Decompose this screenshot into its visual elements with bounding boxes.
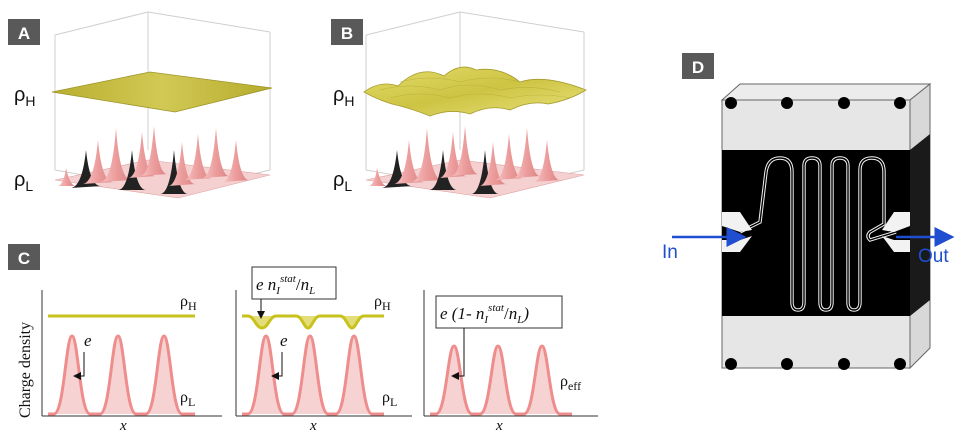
panel-c-plot-3: e (1- nIstat/nL) ρeff x (423, 290, 598, 431)
panel-a: A (8, 11, 273, 199)
panel-a-rho-l: ρL (14, 169, 33, 194)
panel-b: B (331, 11, 587, 199)
panel-c-label-bg (8, 244, 40, 270)
plot-1-rho-l-curve (48, 334, 195, 416)
plot-2-rho-h: ρH (374, 293, 391, 313)
panel-d-label: D (692, 58, 704, 77)
plot-3-annotation: e (1- nIstat/nL) (440, 302, 529, 326)
panel-b-rho-h-sheet (363, 66, 587, 117)
plot-2-rho-l: ρL (382, 389, 397, 409)
svg-text:ρL: ρL (14, 169, 33, 194)
in-label: In (662, 242, 678, 263)
plot-3-xlabel: x (495, 418, 503, 431)
plot-3-rho-eff: ρeff (560, 373, 581, 393)
svg-text:ρH: ρH (180, 293, 197, 313)
panel-c-plot-2: e nIstat/nL e ρH ρL x (235, 266, 412, 431)
plot-1-rho-h: ρH (180, 293, 197, 313)
panel-a-peaks (58, 126, 250, 194)
panel-c: C Charge density e ρH ρL x (8, 244, 598, 431)
panel-b-label-bg (331, 19, 363, 45)
svg-text:ρH: ρH (14, 84, 36, 109)
plot-1-e-label: e (84, 331, 92, 350)
plot-3-annotation-box (435, 295, 563, 329)
panel-a-rho-h-sheet (51, 71, 273, 113)
svg-text:ρL: ρL (382, 389, 397, 409)
outlet-port (882, 212, 910, 252)
panel-b-rho-h: ρH (333, 84, 355, 109)
plot-1-rho-l: ρL (180, 389, 195, 409)
svg-text:ρeff: ρeff (560, 373, 581, 393)
svg-text:ρL: ρL (333, 169, 352, 194)
plot-2-rho-h-line (242, 314, 384, 330)
device-block (720, 82, 932, 370)
panel-c-label: C (18, 249, 30, 268)
svg-text:ρH: ρH (374, 293, 391, 313)
panel-d-label-bg (682, 53, 714, 79)
panel-a-label-bg (8, 19, 40, 45)
channel-layer (722, 150, 910, 316)
plot-2-xlabel: x (309, 418, 317, 431)
svg-text:ρH: ρH (333, 84, 355, 109)
plot-2-annotation-box (251, 266, 337, 300)
panel-c-plot-1: e ρH ρL x (41, 290, 222, 431)
panel-b-label: B (341, 24, 353, 43)
electrode-dots (725, 97, 906, 370)
panel-b-peaks (369, 126, 561, 194)
plot-3-rho-eff-curve (430, 344, 572, 416)
panel-d: D In Out (662, 53, 955, 370)
plot-2-e-label: e (280, 331, 288, 350)
plot-2-rho-l-curve (242, 334, 384, 416)
panel-a-label: A (18, 24, 30, 43)
svg-text:ρL: ρL (180, 389, 195, 409)
panel-a-rho-h: ρH (14, 84, 36, 109)
plot-2-annotation: e nIstat/nL (256, 273, 315, 297)
plot-1-xlabel: x (119, 418, 127, 431)
out-label: Out (918, 246, 949, 267)
panel-b-rho-l: ρL (333, 169, 352, 194)
panel-c-ylabel: Charge density (17, 322, 34, 418)
